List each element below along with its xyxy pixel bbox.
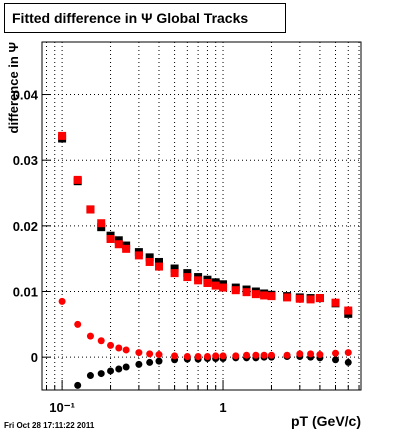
marker <box>86 372 94 380</box>
marker <box>194 353 202 361</box>
y-tick-label: 0.02 <box>13 219 38 234</box>
marker <box>122 244 131 253</box>
marker <box>146 358 154 366</box>
marker <box>231 286 240 295</box>
marker <box>332 349 340 357</box>
marker <box>295 294 304 303</box>
marker <box>183 273 192 282</box>
marker <box>219 283 228 292</box>
marker <box>145 253 154 262</box>
marker <box>260 291 269 300</box>
marker <box>183 353 191 361</box>
marker <box>155 357 163 365</box>
marker <box>74 381 82 389</box>
marker <box>58 131 67 140</box>
x-tick-label: 10⁻¹ <box>49 400 75 415</box>
marker <box>155 351 163 359</box>
marker <box>251 290 260 299</box>
marker <box>260 351 268 359</box>
y-tick-label: 0 <box>31 350 38 365</box>
marker <box>332 356 340 364</box>
marker <box>170 264 179 273</box>
chart-title: Fitted difference in Ψ Global Tracks <box>12 10 248 26</box>
marker <box>115 365 123 373</box>
footer: Fri Oct 28 17:11:22 2011 <box>4 421 95 430</box>
marker <box>232 352 240 360</box>
marker <box>344 349 352 357</box>
marker <box>344 306 353 315</box>
y-tick-label: 0.01 <box>13 285 38 300</box>
marker <box>283 293 292 302</box>
marker <box>154 262 163 271</box>
marker <box>242 288 251 297</box>
y-tick-label: 0.03 <box>13 153 38 168</box>
marker <box>134 251 143 260</box>
marker <box>316 351 324 359</box>
y-tick-label: 0.04 <box>13 88 39 103</box>
plot-frame <box>41 41 362 391</box>
x-axis-label: pT (GeV/c) <box>291 413 361 429</box>
marker <box>114 240 123 249</box>
marker <box>122 363 130 371</box>
marker <box>107 367 115 375</box>
marker <box>211 281 220 290</box>
marker <box>171 352 179 360</box>
marker <box>306 295 315 304</box>
marker <box>243 351 251 359</box>
title-box <box>4 3 286 33</box>
marker <box>267 351 275 359</box>
marker <box>315 294 324 303</box>
marker <box>97 337 105 345</box>
marker <box>154 257 163 266</box>
marker <box>170 269 179 278</box>
marker <box>74 320 82 328</box>
marker <box>58 297 66 305</box>
marker <box>344 358 352 366</box>
marker <box>307 350 315 358</box>
marker <box>283 351 291 359</box>
marker <box>97 219 106 228</box>
marker <box>73 175 82 184</box>
marker <box>135 360 143 368</box>
marker <box>135 349 143 357</box>
x-tick-label: 1 <box>219 400 226 415</box>
marker <box>203 353 211 361</box>
marker <box>146 350 154 358</box>
marker <box>267 292 276 301</box>
marker <box>194 276 203 285</box>
marker <box>331 298 340 307</box>
marker <box>106 234 115 243</box>
marker <box>97 370 105 378</box>
marker <box>86 332 94 340</box>
y-axis-label: difference in Ψ <box>6 42 21 133</box>
marker <box>219 352 227 360</box>
marker <box>212 352 220 360</box>
marker <box>203 278 212 287</box>
marker <box>122 346 130 354</box>
marker <box>145 257 154 266</box>
marker <box>86 205 95 214</box>
marker <box>296 350 304 358</box>
marker <box>107 341 115 349</box>
marker <box>115 344 123 352</box>
marker <box>252 351 260 359</box>
